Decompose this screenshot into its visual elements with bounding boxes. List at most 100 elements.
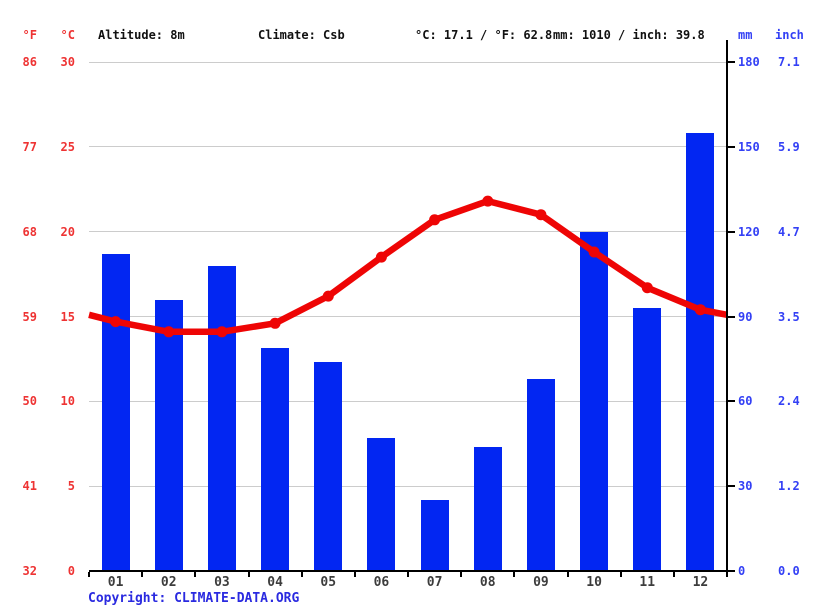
gridline — [89, 61, 727, 63]
precipitation-bar — [314, 361, 343, 571]
gridline — [89, 485, 727, 487]
celsius-unit-label: °C — [60, 28, 75, 42]
month-label: 01 — [107, 575, 124, 590]
temperature-point — [216, 326, 228, 338]
bottom-axis-tick — [407, 572, 409, 577]
gridline — [89, 400, 727, 402]
mm-tick-label: 60 — [738, 394, 753, 409]
climate-classification-label: Climate: Csb — [258, 28, 345, 42]
bottom-axis-tick — [300, 572, 303, 577]
month-label: 10 — [586, 575, 602, 590]
celsius-tick-label: 30 — [60, 55, 75, 69]
month-label: 12 — [692, 575, 709, 590]
temperature-point — [375, 251, 387, 263]
inch-tick-label: 5.9 — [778, 139, 800, 154]
celsius-tick-label: 10 — [60, 394, 75, 409]
fahrenheit-tick-label: 68 — [22, 224, 37, 239]
month-label: 06 — [373, 575, 390, 590]
fahrenheit-tick-label: 41 — [22, 479, 37, 494]
celsius-tick-label: 15 — [60, 309, 75, 324]
gridline — [89, 316, 727, 317]
bottom-axis-tick — [672, 572, 675, 577]
temperature-point — [588, 246, 600, 258]
temperature-point — [641, 282, 653, 294]
temperature-point — [110, 316, 122, 328]
bottom-axis-tick — [194, 572, 197, 577]
inch-tick-label: 4.7 — [778, 224, 800, 239]
temperature-point — [269, 317, 281, 329]
fahrenheit-tick-label: 77 — [22, 139, 37, 154]
celsius-tick-label: 0 — [67, 564, 75, 578]
mm-unit-label: mm — [738, 28, 753, 42]
fahrenheit-tick-label: 59 — [22, 309, 37, 324]
month-label: 04 — [267, 575, 283, 590]
temperature-point — [163, 326, 175, 338]
mm-tick-label: 90 — [738, 309, 753, 324]
precipitation-bar — [473, 446, 502, 571]
temperature-point — [429, 214, 441, 226]
bottom-axis-line — [89, 570, 728, 572]
mm-tick-label: 30 — [738, 479, 753, 494]
month-label: 02 — [160, 575, 177, 590]
right-axis-tick — [728, 145, 735, 148]
gridline — [89, 146, 727, 148]
gridline — [89, 231, 727, 233]
fahrenheit-tick-label: 50 — [22, 394, 37, 409]
temperature-summary-label: °C: 17.1 / °F: 62.8 — [415, 28, 553, 42]
fahrenheit-tick-label: 32 — [22, 564, 37, 578]
mm-tick-label: 150 — [738, 139, 760, 154]
month-label: 07 — [426, 575, 443, 590]
inch-tick-label: 2.4 — [778, 394, 800, 409]
precipitation-bar — [580, 231, 609, 571]
bottom-axis-tick — [141, 572, 144, 577]
right-axis-tick — [728, 485, 735, 488]
precipitation-bar — [686, 132, 715, 571]
bottom-axis-tick — [247, 572, 250, 577]
inch-tick-label: 1.2 — [778, 479, 800, 494]
right-axis-tick — [728, 61, 735, 63]
month-label: 03 — [214, 575, 230, 590]
precipitation-summary-label: mm: 1010 / inch: 39.8 — [553, 28, 705, 42]
mm-tick-label: 120 — [738, 224, 760, 239]
temperature-line — [88, 197, 728, 336]
precipitation-bar — [101, 254, 130, 571]
inch-tick-label: 0.0 — [778, 564, 800, 578]
month-label: 09 — [533, 575, 549, 590]
precipitation-bar — [526, 378, 555, 571]
temperature-point — [535, 209, 547, 221]
precipitation-bar — [207, 265, 236, 571]
right-axis-tick — [728, 570, 735, 572]
temperature-line-chart — [88, 195, 728, 338]
celsius-tick-label: 25 — [60, 139, 75, 154]
plot-area — [88, 61, 728, 571]
temperature-point — [482, 195, 494, 207]
bottom-axis-tick — [460, 572, 463, 577]
right-axis-line — [726, 40, 728, 572]
temperature-point — [694, 304, 706, 316]
fahrenheit-tick-label: 86 — [22, 55, 37, 69]
mm-tick-label: 0 — [738, 564, 746, 578]
right-axis-tick — [728, 315, 735, 318]
temperature-point — [322, 290, 334, 302]
celsius-tick-label: 5 — [67, 479, 75, 494]
bottom-axis-tick — [566, 572, 569, 577]
bottom-axis-tick — [513, 572, 516, 577]
precipitation-bar — [154, 299, 183, 571]
bottom-axis-tick — [726, 572, 728, 577]
precipitation-bar — [367, 438, 396, 571]
inch-tick-label: 3.5 — [778, 309, 800, 324]
copyright-link[interactable]: Copyright: CLIMATE-DATA.ORG — [88, 591, 300, 606]
month-label: 11 — [639, 575, 656, 590]
bottom-axis-tick — [88, 572, 90, 577]
bottom-axis-tick — [353, 572, 356, 577]
inch-unit-label: inch — [775, 28, 804, 42]
inch-tick-label: 7.1 — [778, 55, 800, 69]
mm-tick-label: 180 — [738, 55, 760, 69]
right-axis-tick — [728, 230, 735, 233]
month-label: 08 — [479, 575, 496, 590]
right-axis-tick — [728, 400, 735, 403]
bottom-axis-tick — [619, 572, 622, 577]
celsius-tick-label: 20 — [60, 224, 75, 239]
month-label: 05 — [320, 575, 337, 590]
fahrenheit-unit-label: °F — [22, 28, 37, 42]
